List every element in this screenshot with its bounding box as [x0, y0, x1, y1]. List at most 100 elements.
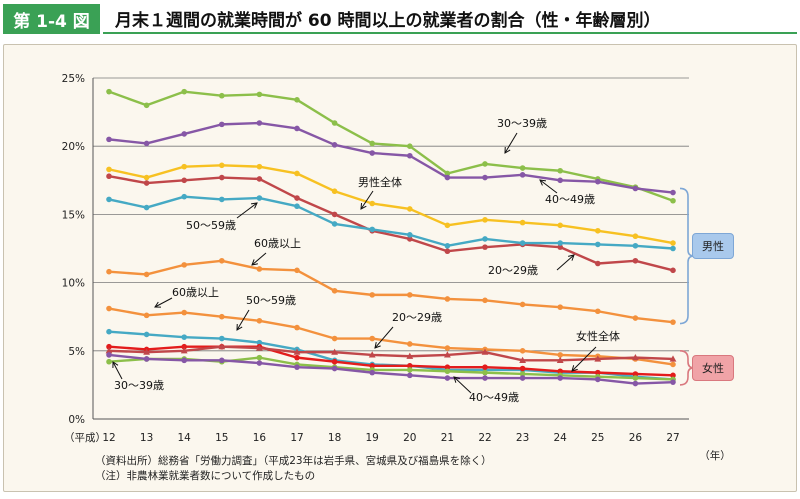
data-point	[181, 334, 187, 340]
data-point	[219, 196, 225, 203]
data-point	[406, 352, 414, 359]
data-point	[105, 347, 113, 354]
data-point	[482, 236, 488, 242]
data-point	[294, 364, 300, 370]
annotation-label: 50〜59歳	[186, 219, 236, 232]
data-point	[519, 172, 526, 178]
annotation-arrow	[236, 309, 250, 331]
annotation-arrow	[236, 202, 258, 219]
data-point	[256, 317, 263, 324]
data-point	[670, 361, 676, 368]
data-point	[331, 335, 338, 342]
data-point	[482, 364, 488, 370]
data-point	[181, 343, 187, 350]
data-point	[143, 102, 150, 109]
data-point	[256, 266, 263, 272]
series-line	[108, 259, 674, 324]
data-point	[369, 363, 376, 369]
annotation-arrowhead	[250, 202, 258, 209]
annotation-label: 40〜49歳	[469, 391, 519, 404]
annotation-arrowhead	[154, 301, 162, 308]
series-line	[108, 345, 674, 362]
data-point	[557, 240, 563, 246]
data-point	[557, 304, 563, 310]
data-point	[632, 242, 639, 249]
data-point	[670, 379, 676, 385]
data-point	[595, 227, 601, 234]
annotation-arrow	[112, 361, 123, 380]
annotation-arrow	[539, 179, 558, 194]
annotation-arrowhead	[360, 202, 367, 210]
annotation-arrow	[453, 376, 472, 394]
data-point	[106, 352, 112, 358]
data-point	[407, 341, 413, 347]
data-point	[557, 375, 563, 381]
data-point	[331, 188, 338, 195]
data-point	[632, 233, 639, 240]
data-point	[143, 356, 150, 362]
data-point	[482, 369, 488, 376]
data-point	[444, 296, 451, 302]
data-point	[294, 354, 300, 361]
data-point	[519, 165, 526, 171]
data-point	[632, 257, 639, 264]
x-tick-label: 13	[140, 432, 153, 444]
data-point	[143, 174, 150, 181]
data-point	[256, 163, 263, 170]
data-point	[331, 287, 338, 294]
annotation-arrowhead	[374, 342, 381, 349]
data-point	[181, 88, 187, 95]
data-point	[444, 375, 451, 381]
x-tick-label: 26	[629, 432, 643, 444]
annotation-arrowhead	[112, 361, 119, 369]
y-tick-label: 15%	[62, 209, 85, 221]
data-point	[369, 226, 376, 233]
data-point	[106, 88, 112, 95]
data-point	[106, 328, 112, 335]
data-point	[444, 345, 451, 351]
data-point	[519, 371, 526, 377]
x-tick-label: 14	[178, 432, 192, 444]
annotation-arrow	[360, 190, 374, 210]
data-point	[482, 297, 488, 304]
data-point	[294, 97, 300, 103]
series-line	[108, 307, 674, 366]
data-point	[482, 174, 488, 181]
data-point	[294, 125, 300, 132]
data-point	[407, 367, 413, 373]
data-point	[557, 177, 563, 184]
data-point	[595, 260, 601, 267]
x-tick-label: 18	[328, 432, 341, 444]
data-point	[444, 351, 451, 358]
data-point	[219, 162, 225, 169]
series-line	[108, 345, 674, 377]
data-point	[143, 204, 150, 211]
data-point	[632, 380, 639, 387]
data-point	[482, 161, 488, 167]
data-point	[407, 236, 413, 242]
data-point	[106, 173, 112, 180]
data-point	[219, 257, 225, 264]
data-point	[670, 245, 676, 252]
y-tick-label: 20%	[62, 141, 85, 153]
data-point	[557, 352, 563, 358]
data-point	[519, 356, 526, 363]
data-point	[256, 339, 263, 346]
data-point	[143, 348, 150, 355]
series-line	[108, 175, 674, 272]
annotation-arrowhead	[251, 259, 258, 266]
data-point	[331, 142, 338, 148]
data-point	[444, 364, 451, 370]
data-point	[407, 372, 413, 379]
data-point	[106, 166, 112, 173]
data-point	[482, 244, 488, 250]
data-point	[219, 313, 225, 320]
annotation-arrow	[504, 132, 518, 154]
data-point	[632, 354, 639, 361]
data-point	[294, 170, 300, 177]
data-point	[369, 369, 376, 376]
annotation-arrowhead	[236, 323, 243, 331]
male-group-label: 男性	[692, 233, 734, 259]
data-point	[557, 167, 563, 174]
